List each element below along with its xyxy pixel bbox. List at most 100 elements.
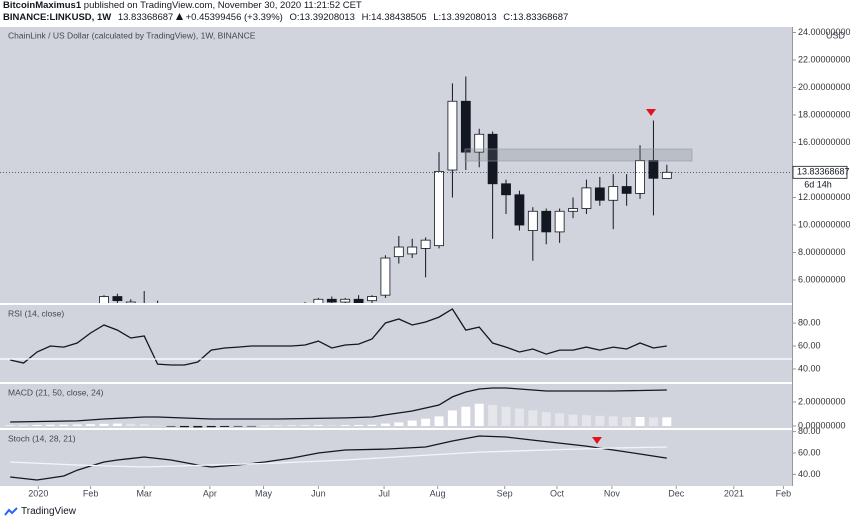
y-tick-label: 24.00000000 bbox=[798, 27, 850, 37]
histogram-bar bbox=[394, 422, 404, 426]
histogram-bar bbox=[273, 425, 283, 427]
histogram-bar bbox=[153, 425, 163, 426]
histogram-bar bbox=[474, 403, 484, 426]
y-tick-label: 16.00000000 bbox=[798, 137, 850, 147]
pane-background bbox=[0, 430, 792, 486]
up-arrow bbox=[175, 13, 183, 20]
change: +0.45399456 (+3.39%) bbox=[185, 12, 283, 23]
candle-body bbox=[501, 183, 511, 196]
pane-background bbox=[0, 384, 792, 428]
candle-body bbox=[635, 159, 645, 194]
candle-body bbox=[648, 159, 659, 179]
histogram-bar bbox=[568, 414, 578, 426]
currency: USD bbox=[826, 30, 846, 40]
y-tick-label: 20.00000000 bbox=[798, 82, 850, 92]
candle-body bbox=[460, 100, 471, 153]
y-tick-label: 40.00 bbox=[798, 469, 821, 479]
x-tick-label: 2020 bbox=[28, 488, 48, 498]
y-tick-label: 60.00 bbox=[798, 340, 821, 350]
candle-body bbox=[393, 246, 404, 258]
histogram-bar bbox=[287, 425, 297, 426]
histogram-bar bbox=[179, 425, 189, 428]
y-tick-label: 40.00 bbox=[798, 363, 821, 373]
pane-title: ChainLink / US Dollar (calculated by Tra… bbox=[8, 30, 256, 40]
x-tick-label: Mar bbox=[136, 488, 152, 498]
indicator-line bbox=[10, 387, 667, 423]
histogram-bar bbox=[447, 410, 457, 426]
histogram-bar bbox=[488, 404, 498, 426]
candle-body bbox=[434, 170, 444, 247]
price-label-box bbox=[792, 165, 848, 179]
brand: TradingView bbox=[21, 506, 77, 517]
histogram-bar bbox=[313, 425, 323, 426]
x-tick-label: Oct bbox=[550, 488, 565, 498]
symbol-line: BINANCE:LINKUSD, 1W 13.83368687 +0.45399… bbox=[3, 12, 568, 24]
histogram-bar bbox=[246, 425, 256, 427]
x-tick-label: Dec bbox=[668, 488, 685, 498]
ohlc-label: H: bbox=[361, 12, 372, 23]
published: published on TradingView.com, November 3… bbox=[83, 0, 362, 11]
ohlc-label: O: bbox=[289, 12, 300, 23]
histogram-bar bbox=[233, 425, 243, 427]
y-tick-label: 10.00000000 bbox=[798, 219, 850, 229]
y-tick-label: 0.00000000 bbox=[798, 420, 846, 430]
histogram-bar bbox=[635, 416, 645, 426]
histogram-bar bbox=[595, 415, 605, 426]
histogram-bar bbox=[514, 408, 524, 426]
pane-title: MACD (21, 50, close, 24) bbox=[8, 387, 104, 397]
histogram-bar bbox=[193, 425, 203, 428]
open: 13.39208013 bbox=[299, 12, 355, 23]
candle-body bbox=[313, 298, 324, 303]
y-tick-label: 80.00 bbox=[798, 317, 821, 327]
candle-body bbox=[554, 210, 565, 233]
last-price: 13.83368687 bbox=[117, 12, 174, 23]
y-tick-label: 60.00 bbox=[798, 447, 821, 457]
candle-body bbox=[474, 133, 485, 153]
candle-body bbox=[420, 239, 431, 249]
candle-body bbox=[367, 296, 377, 302]
histogram-bar bbox=[139, 424, 149, 426]
pane-background bbox=[0, 305, 792, 382]
y-tick-label: 22.00000000 bbox=[798, 54, 850, 64]
histogram-bar bbox=[662, 417, 672, 426]
candle-body bbox=[487, 133, 498, 185]
histogram-bar bbox=[541, 412, 551, 426]
indicator-line bbox=[10, 308, 667, 366]
footer: TradingView bbox=[4, 506, 76, 517]
y-tick-label: 6.00000000 bbox=[798, 274, 846, 284]
candle-body bbox=[380, 257, 391, 296]
x-tick-label: Sep bbox=[497, 488, 513, 498]
histogram-bar bbox=[206, 425, 216, 428]
candle-body bbox=[621, 186, 632, 194]
y-tick-label: 2.00000000 bbox=[798, 396, 846, 406]
histogram-bar bbox=[461, 406, 471, 426]
histogram-bar bbox=[434, 416, 444, 426]
histogram-bar bbox=[354, 425, 364, 426]
close: 13.83368687 bbox=[512, 12, 569, 23]
author-line: BitcoinMaximus1 published on TradingView… bbox=[3, 0, 568, 12]
candle-body bbox=[447, 100, 458, 171]
x-tick-label: Feb bbox=[776, 488, 792, 498]
indicator-line bbox=[10, 435, 667, 481]
candle-body bbox=[125, 301, 136, 303]
indicator-line bbox=[10, 446, 667, 468]
candle-body bbox=[568, 208, 578, 212]
histogram-bar bbox=[380, 423, 390, 426]
pane bbox=[5, 387, 672, 428]
histogram-bar bbox=[32, 425, 42, 426]
x-tick-label: Aug bbox=[430, 488, 446, 498]
histogram-bar bbox=[327, 425, 337, 426]
histogram-bar bbox=[501, 406, 511, 426]
candle-body bbox=[112, 296, 123, 302]
histogram-bar bbox=[555, 413, 565, 426]
histogram-bar bbox=[407, 420, 417, 426]
histogram-bar bbox=[581, 415, 591, 426]
x-tick-label: May bbox=[255, 488, 273, 498]
histogram-bar bbox=[260, 425, 270, 427]
ohlc-label: C: bbox=[503, 12, 513, 23]
x-tick-label: Feb bbox=[83, 488, 99, 498]
histogram-bar bbox=[340, 425, 350, 426]
pane-background bbox=[0, 27, 792, 303]
histogram-bar bbox=[608, 416, 618, 426]
